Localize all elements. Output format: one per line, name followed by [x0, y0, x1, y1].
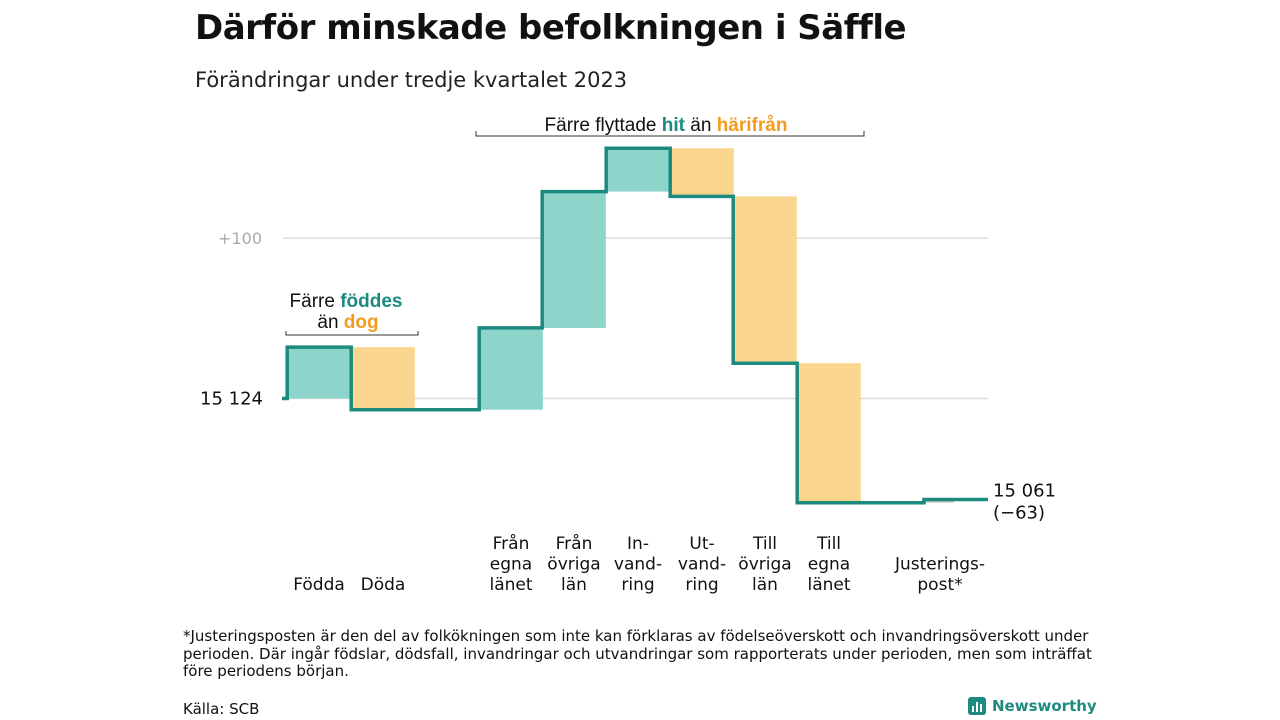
waterfall-bar [351, 347, 415, 410]
category-label: ring [621, 575, 654, 595]
category-label: länet [489, 575, 532, 595]
annotation-text: Färre flyttade [545, 115, 662, 136]
category-label: ring [685, 575, 718, 595]
annotation-text: Färre [290, 291, 341, 312]
category-label: egna [808, 555, 850, 575]
annotation-births-line1: Färre föddes [290, 291, 403, 312]
category-label: övriga [547, 555, 600, 575]
annotation-text: än [317, 312, 343, 333]
waterfall-bar [670, 148, 734, 197]
source-label: Källa: SCB [183, 700, 260, 718]
annotation-highlight-fodda: föddes [340, 291, 402, 312]
category-label: Ut- [689, 534, 714, 554]
annotation-text: än [685, 115, 717, 136]
category-label: Döda [361, 575, 406, 595]
annotation-highlight-harifran: härifrån [717, 115, 788, 136]
category-label: län [561, 575, 587, 595]
annotation-births-line2: än dog [317, 312, 378, 333]
category-label: övriga [738, 555, 791, 575]
chart-title: Därför minskade befolkningen i Säffle [195, 8, 907, 48]
category-label: Från [556, 533, 593, 554]
start-value-label: 15 124 [200, 389, 263, 410]
waterfall-bar [479, 327, 543, 410]
waterfall-bar [542, 191, 606, 328]
category-label: vand- [678, 555, 726, 575]
category-label: post* [917, 575, 962, 595]
annotation-migration: Färre flyttade hit än härifrån [545, 115, 788, 136]
category-label: In- [627, 534, 649, 554]
annotation-bracket-births [285, 331, 419, 336]
category-label: länet [807, 575, 850, 595]
end-value-label: 15 061 [993, 481, 1056, 502]
category-label: Justerings- [894, 555, 985, 575]
category-label: egna [490, 555, 532, 575]
category-label: Födda [293, 575, 345, 595]
footnote: *Justeringsposten är den del av folkökni… [183, 627, 1092, 680]
category-label: vand- [614, 555, 662, 575]
newsworthy-logo: Newsworthy [968, 697, 1097, 715]
waterfall-step-line [282, 146, 988, 505]
chart-subtitle: Förändringar under tredje kvartalet 2023 [195, 68, 628, 92]
annotation-highlight-doda: dog [344, 312, 379, 333]
waterfall-bar [287, 347, 351, 399]
gridline-label-plus100: +100 [218, 229, 262, 248]
annotation-highlight-hit: hit [662, 115, 686, 136]
category-label: län [752, 575, 778, 595]
end-change-label: (−63) [993, 503, 1045, 524]
waterfall-bar [606, 148, 670, 192]
waterfall-bar [733, 196, 797, 364]
waterfall-bar [797, 363, 861, 503]
annotation-bracket-migration [475, 131, 865, 137]
category-label: Till [816, 534, 841, 554]
bar-chart-icon [968, 697, 986, 715]
brand-name: Newsworthy [992, 697, 1097, 715]
category-label: Till [752, 534, 777, 554]
category-label: Från [493, 533, 530, 554]
